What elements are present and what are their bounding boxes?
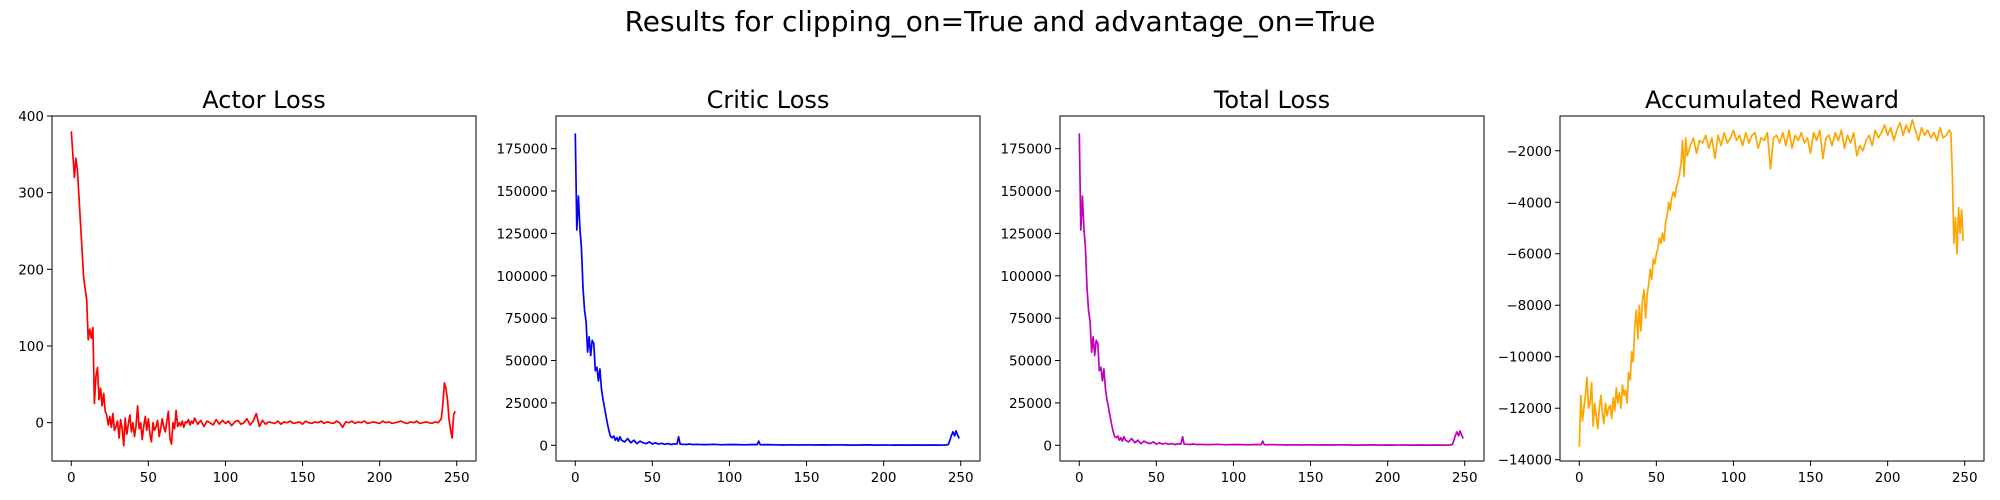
y-tick-label: 125000 xyxy=(1000,226,1052,242)
y-tick-label: 175000 xyxy=(496,142,548,158)
x-tick-label: 50 xyxy=(1148,470,1165,486)
x-tick-label: 50 xyxy=(644,470,661,486)
axes-frame xyxy=(51,115,477,462)
y-tick-label: −14000 xyxy=(1498,453,1552,469)
y-tick-label: 50000 xyxy=(505,354,548,370)
y-tick-label: −10000 xyxy=(1498,350,1552,366)
y-tick-label: −8000 xyxy=(1506,298,1552,314)
x-tick-label: 150 xyxy=(794,470,820,486)
subplot-1: Actor Loss 0 50 100 150 200 250 0 100 200 300 400 xyxy=(18,86,477,486)
subplot-2: Critic Loss 0 50 100 150 200 250 0 25000 50000 750… xyxy=(496,86,981,486)
axes-group: Actor Loss 0 50 100 150 200 250 0 100 200 300 400 Cr… xyxy=(18,86,1985,486)
y-tick-label: 200 xyxy=(18,262,44,278)
subplot-3: Total Loss 0 50 100 150 200 250 0 25000 50000 7500… xyxy=(1000,86,1485,486)
y-tick-label: 0 xyxy=(1043,438,1052,454)
y-tick-label: 100 xyxy=(18,339,44,355)
y-tick-label: 0 xyxy=(35,416,44,432)
axes-title: Critic Loss xyxy=(707,86,830,114)
y-tick-label: −2000 xyxy=(1506,144,1552,160)
x-tick-label: 250 xyxy=(948,470,974,486)
x-tick-label: 250 xyxy=(1452,470,1478,486)
y-tick-label: 100000 xyxy=(1000,269,1052,285)
axes-title: Accumulated Reward xyxy=(1645,86,1899,114)
axes-title: Total Loss xyxy=(1213,86,1330,114)
axes-frame xyxy=(1559,115,1985,462)
series-line-1-1 xyxy=(70,131,456,447)
series-line-2-1 xyxy=(574,133,960,446)
y-tick-label: 0 xyxy=(539,438,548,454)
y-tick-label: 75000 xyxy=(505,311,548,327)
axes-frame xyxy=(555,115,981,462)
y-tick-label: −4000 xyxy=(1506,195,1552,211)
y-tick-label: 125000 xyxy=(496,226,548,242)
x-tick-label: 200 xyxy=(367,470,393,486)
x-tick-label: 100 xyxy=(213,470,239,486)
y-tick-label: 50000 xyxy=(1009,354,1052,370)
axes-frame xyxy=(1059,115,1485,462)
y-tick-label: 75000 xyxy=(1009,311,1052,327)
y-tick-label: −6000 xyxy=(1506,247,1552,263)
x-tick-label: 150 xyxy=(1298,470,1324,486)
subplot-4: Accumulated Reward 0 50 100 150 200 250 −14000 −… xyxy=(1498,86,1985,486)
x-tick-label: 250 xyxy=(1952,470,1978,486)
y-tick-label: 300 xyxy=(18,186,44,202)
x-tick-label: 0 xyxy=(67,470,76,486)
x-tick-label: 100 xyxy=(1221,470,1247,486)
x-tick-label: 50 xyxy=(1648,470,1665,486)
x-tick-label: 250 xyxy=(444,470,470,486)
x-tick-label: 0 xyxy=(571,470,580,486)
axes-title: Actor Loss xyxy=(202,86,325,114)
x-tick-label: 150 xyxy=(290,470,316,486)
y-tick-label: 400 xyxy=(18,109,44,125)
figure-suptitle: Results for clipping_on=True and advanta… xyxy=(625,5,1376,38)
y-tick-label: 25000 xyxy=(1009,396,1052,412)
x-tick-label: 100 xyxy=(1721,470,1747,486)
y-tick-label: 150000 xyxy=(496,184,548,200)
series-line-4-1 xyxy=(1578,119,1965,447)
y-tick-label: 100000 xyxy=(496,269,548,285)
x-tick-label: 0 xyxy=(1075,470,1084,486)
y-tick-label: 175000 xyxy=(1000,142,1052,158)
series-line-3-1 xyxy=(1078,133,1464,446)
x-tick-label: 50 xyxy=(140,470,157,486)
x-tick-label: 200 xyxy=(1375,470,1401,486)
x-tick-label: 200 xyxy=(1875,470,1901,486)
y-tick-label: −12000 xyxy=(1498,401,1552,417)
x-tick-label: 0 xyxy=(1575,470,1584,486)
x-tick-label: 150 xyxy=(1798,470,1824,486)
y-tick-label: 150000 xyxy=(1000,184,1052,200)
x-tick-label: 200 xyxy=(871,470,897,486)
y-tick-label: 25000 xyxy=(505,396,548,412)
x-tick-label: 100 xyxy=(717,470,743,486)
